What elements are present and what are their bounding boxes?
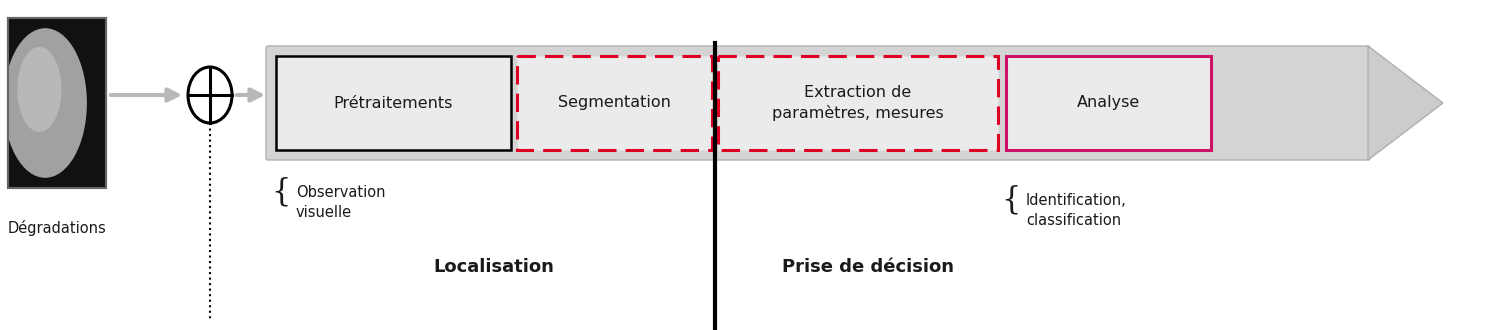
- Bar: [1006, 56, 1211, 150]
- Text: Extraction de
paramètres, mesures: Extraction de paramètres, mesures: [772, 85, 944, 121]
- Bar: [719, 56, 997, 150]
- Ellipse shape: [3, 28, 86, 178]
- Text: Identification,
classification: Identification, classification: [1026, 193, 1127, 228]
- FancyBboxPatch shape: [265, 46, 1370, 160]
- Ellipse shape: [18, 47, 61, 132]
- Text: Prétraitements: Prétraitements: [334, 95, 453, 111]
- Text: Dégradations: Dégradations: [7, 220, 106, 236]
- Bar: [7, 18, 106, 188]
- Text: Analyse: Analyse: [1077, 95, 1141, 111]
- Text: Localisation: Localisation: [434, 258, 555, 276]
- Text: Prise de décision: Prise de décision: [781, 258, 954, 276]
- Polygon shape: [1369, 46, 1443, 160]
- Bar: [276, 56, 511, 150]
- Bar: [7, 18, 106, 188]
- Text: Observation
visuelle: Observation visuelle: [297, 185, 386, 220]
- Text: Segmentation: Segmentation: [558, 95, 671, 111]
- Bar: [517, 56, 713, 150]
- Text: {: {: [271, 177, 291, 208]
- Text: {: {: [1002, 184, 1021, 215]
- Bar: [7, 18, 106, 188]
